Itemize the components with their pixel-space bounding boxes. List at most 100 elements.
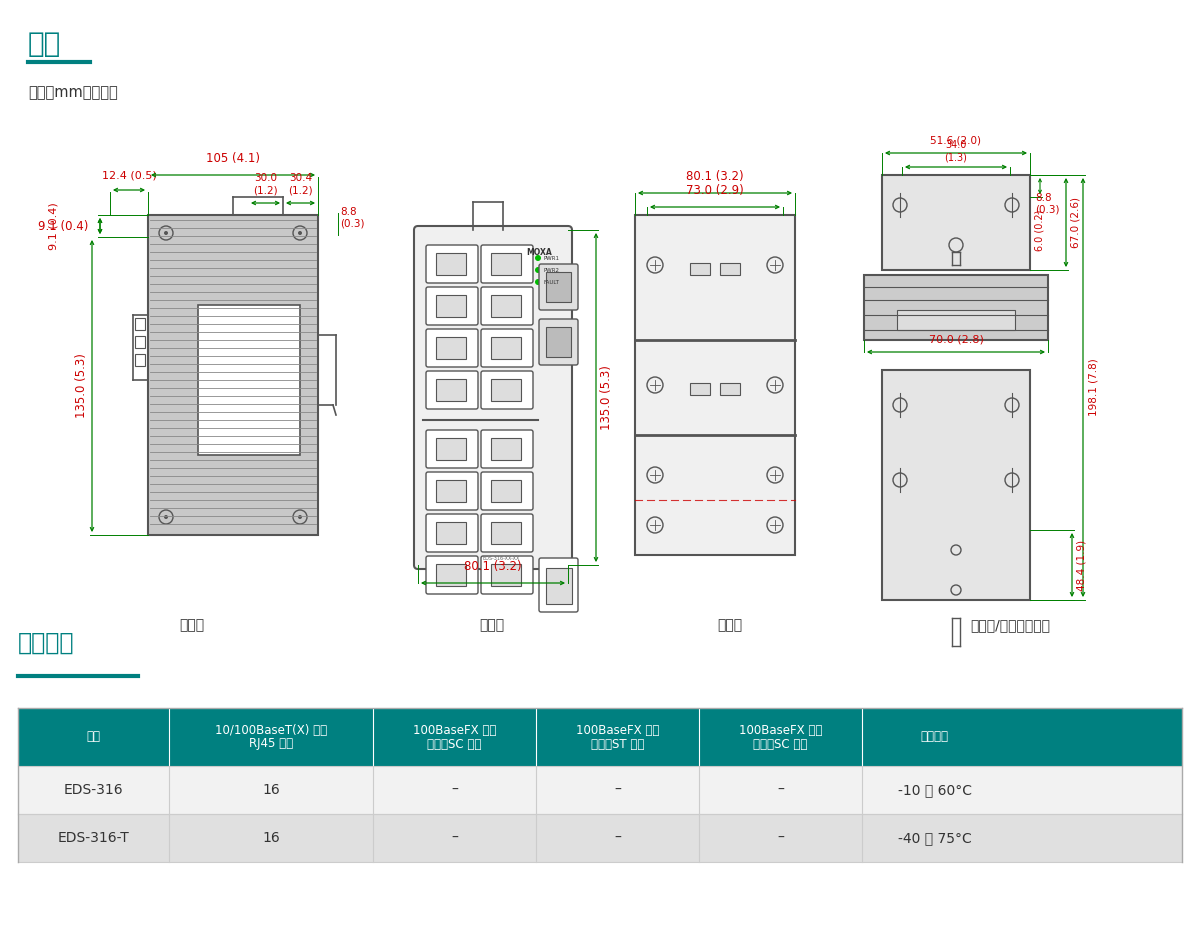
Text: 100BaseFX 端口: 100BaseFX 端口 [739, 724, 822, 737]
Bar [864, 275, 1048, 340]
Bar [491, 295, 521, 317]
Text: 70.0 (2.8): 70.0 (2.8) [929, 334, 984, 344]
Text: 尺寸: 尺寸 [28, 30, 61, 58]
Text: 48.4 (1.9): 48.4 (1.9) [1076, 540, 1086, 591]
Circle shape [535, 267, 541, 273]
Text: 后视图: 后视图 [718, 618, 743, 632]
Text: 198.1 (7.8): 198.1 (7.8) [1088, 359, 1098, 417]
Bar [491, 522, 521, 544]
FancyBboxPatch shape [481, 245, 533, 283]
Text: EDS-316: EDS-316 [64, 783, 124, 797]
Text: 51.6 (2.0): 51.6 (2.0) [930, 135, 982, 145]
Text: 多模，SC 接头: 多模，SC 接头 [427, 738, 481, 751]
FancyBboxPatch shape [426, 245, 478, 283]
Bar [690, 263, 710, 275]
Text: PWR1: PWR1 [542, 256, 559, 260]
Bar [436, 522, 466, 544]
FancyBboxPatch shape [426, 472, 478, 510]
Text: 105 (4.1): 105 (4.1) [206, 152, 260, 165]
FancyBboxPatch shape [481, 430, 533, 468]
Bar [198, 305, 300, 455]
Bar [491, 253, 521, 275]
Text: 73.0 (2.9): 73.0 (2.9) [686, 184, 744, 197]
FancyBboxPatch shape [481, 329, 533, 367]
Text: MOXA: MOXA [526, 248, 552, 257]
Bar [18, 814, 1182, 862]
Bar [134, 354, 145, 366]
FancyBboxPatch shape [481, 556, 533, 594]
Bar [491, 480, 521, 502]
Text: 8.8
(0.3): 8.8 (0.3) [340, 207, 365, 228]
Bar [491, 438, 521, 460]
Text: 单模，SC 接头: 单模，SC 接头 [754, 738, 808, 751]
Bar [436, 379, 466, 401]
FancyBboxPatch shape [481, 371, 533, 409]
FancyBboxPatch shape [481, 514, 533, 552]
Bar [546, 327, 571, 357]
Text: 16: 16 [263, 831, 280, 845]
Text: 多模，ST 接头: 多模，ST 接头 [590, 738, 644, 751]
Bar [882, 370, 1030, 600]
Text: 10/100BaseT(X) 端口: 10/100BaseT(X) 端口 [215, 724, 328, 737]
Text: –: – [614, 831, 620, 845]
Bar [491, 337, 521, 359]
Text: 型号: 型号 [86, 730, 101, 743]
Bar [491, 564, 521, 586]
Bar [436, 295, 466, 317]
Bar [720, 383, 740, 395]
Bar [635, 215, 796, 555]
Text: 订购信息: 订购信息 [18, 631, 74, 655]
Bar [134, 318, 145, 330]
Text: -40 至 75°C: -40 至 75°C [898, 831, 972, 845]
Text: 34.0
(1.3): 34.0 (1.3) [944, 140, 967, 162]
Text: 6.0 (0.2): 6.0 (0.2) [1034, 209, 1045, 251]
Text: 9.1 (0.4): 9.1 (0.4) [48, 202, 58, 250]
Bar [134, 336, 145, 348]
Text: –: – [776, 783, 784, 797]
FancyBboxPatch shape [426, 430, 478, 468]
Text: 9.1 (0.4): 9.1 (0.4) [38, 220, 89, 233]
Bar [18, 708, 1182, 766]
Text: –: – [614, 783, 620, 797]
Circle shape [535, 255, 541, 261]
Text: 导轨式/平板安装套件: 导轨式/平板安装套件 [970, 618, 1050, 632]
Text: EDS-316-XX-XX: EDS-316-XX-XX [482, 556, 520, 561]
FancyBboxPatch shape [426, 329, 478, 367]
Text: 主视图: 主视图 [480, 618, 504, 632]
Text: 侧视图: 侧视图 [180, 618, 204, 632]
Circle shape [298, 231, 302, 235]
Bar [436, 564, 466, 586]
Bar [436, 438, 466, 460]
FancyBboxPatch shape [426, 287, 478, 325]
Bar [436, 253, 466, 275]
Text: 8.8
(0.3): 8.8 (0.3) [1034, 193, 1060, 215]
FancyBboxPatch shape [426, 514, 478, 552]
Bar [148, 215, 318, 535]
Text: -10 至 60°C: -10 至 60°C [898, 783, 972, 797]
Bar [436, 337, 466, 359]
FancyBboxPatch shape [539, 264, 578, 310]
Bar [882, 175, 1030, 270]
Bar [546, 272, 571, 302]
Bar [18, 766, 1182, 814]
Text: 30.4
(1.2): 30.4 (1.2) [288, 173, 313, 195]
Text: 100BaseFX 端口: 100BaseFX 端口 [576, 724, 659, 737]
Text: EDS-316-T: EDS-316-T [58, 831, 130, 845]
FancyBboxPatch shape [426, 371, 478, 409]
Text: RJ45 接头: RJ45 接头 [250, 738, 293, 751]
Bar [898, 310, 1015, 330]
Text: 135.0 (5.3): 135.0 (5.3) [600, 365, 613, 430]
Text: 30.0
(1.2): 30.0 (1.2) [253, 173, 278, 195]
FancyBboxPatch shape [414, 226, 572, 569]
Bar [720, 263, 740, 275]
FancyBboxPatch shape [426, 556, 478, 594]
Bar [690, 383, 710, 395]
Text: PWR2: PWR2 [542, 267, 559, 273]
Circle shape [164, 231, 168, 235]
Text: 100BaseFX 端口: 100BaseFX 端口 [413, 724, 496, 737]
FancyBboxPatch shape [481, 472, 533, 510]
FancyBboxPatch shape [539, 319, 578, 365]
FancyBboxPatch shape [481, 287, 533, 325]
Text: 80.1 (3.2): 80.1 (3.2) [464, 560, 522, 573]
Text: 16: 16 [263, 783, 280, 797]
